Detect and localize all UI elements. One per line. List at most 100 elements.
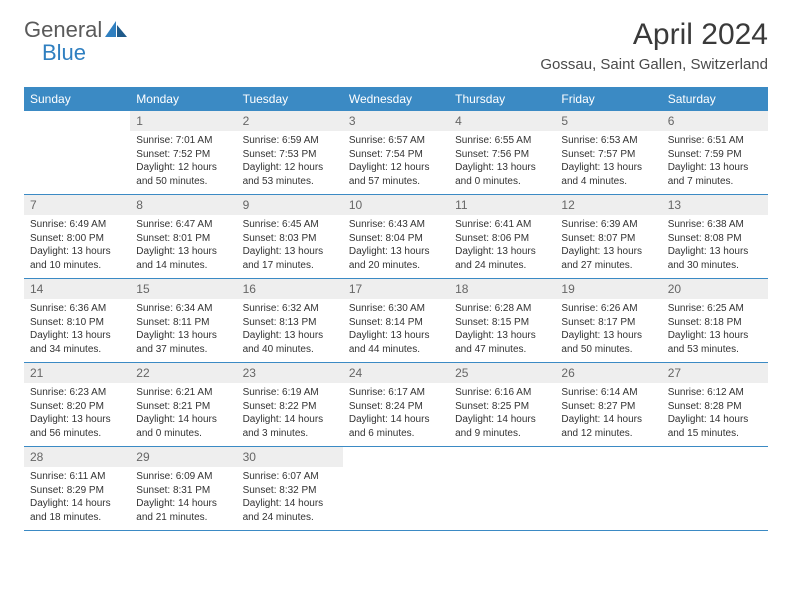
day-cell: Sunrise: 6:59 AMSunset: 7:53 PMDaylight:… xyxy=(237,131,343,195)
sunset-text: Sunset: 8:15 PM xyxy=(455,316,549,330)
daylight-line2: and 57 minutes. xyxy=(349,175,443,189)
day-number-row: 282930 xyxy=(24,447,768,468)
sunset-text: Sunset: 8:31 PM xyxy=(136,484,230,498)
sunrise-text: Sunrise: 6:53 AM xyxy=(561,134,655,148)
daylight-line1: Daylight: 13 hours xyxy=(30,329,124,343)
day-number: 25 xyxy=(449,363,555,384)
sunset-text: Sunset: 7:57 PM xyxy=(561,148,655,162)
sunset-text: Sunset: 7:56 PM xyxy=(455,148,549,162)
day-cell xyxy=(662,467,768,531)
weekday-header: Saturday xyxy=(662,87,768,111)
daylight-line1: Daylight: 13 hours xyxy=(455,161,549,175)
day-cell: Sunrise: 6:32 AMSunset: 8:13 PMDaylight:… xyxy=(237,299,343,363)
day-number: 27 xyxy=(662,363,768,384)
sunrise-text: Sunrise: 6:47 AM xyxy=(136,218,230,232)
day-cell: Sunrise: 6:34 AMSunset: 8:11 PMDaylight:… xyxy=(130,299,236,363)
sunrise-text: Sunrise: 6:32 AM xyxy=(243,302,337,316)
day-cell: Sunrise: 7:01 AMSunset: 7:52 PMDaylight:… xyxy=(130,131,236,195)
sunrise-text: Sunrise: 6:28 AM xyxy=(455,302,549,316)
daylight-line1: Daylight: 14 hours xyxy=(668,413,762,427)
day-cell: Sunrise: 6:28 AMSunset: 8:15 PMDaylight:… xyxy=(449,299,555,363)
daylight-line2: and 47 minutes. xyxy=(455,343,549,357)
sail-icon xyxy=(105,18,127,41)
daylight-line1: Daylight: 12 hours xyxy=(243,161,337,175)
day-cell xyxy=(24,131,130,195)
sunrise-text: Sunrise: 6:30 AM xyxy=(349,302,443,316)
sunset-text: Sunset: 7:52 PM xyxy=(136,148,230,162)
daylight-line1: Daylight: 13 hours xyxy=(561,329,655,343)
sunset-text: Sunset: 8:18 PM xyxy=(668,316,762,330)
day-number: 2 xyxy=(237,111,343,131)
daylight-line1: Daylight: 12 hours xyxy=(136,161,230,175)
sunrise-text: Sunrise: 6:43 AM xyxy=(349,218,443,232)
day-number: 30 xyxy=(237,447,343,468)
sunrise-text: Sunrise: 6:21 AM xyxy=(136,386,230,400)
day-number: 19 xyxy=(555,279,661,300)
day-number: 12 xyxy=(555,195,661,216)
daylight-line2: and 18 minutes. xyxy=(30,511,124,525)
sunset-text: Sunset: 8:00 PM xyxy=(30,232,124,246)
weekday-header: Thursday xyxy=(449,87,555,111)
day-cell: Sunrise: 6:17 AMSunset: 8:24 PMDaylight:… xyxy=(343,383,449,447)
day-number: 26 xyxy=(555,363,661,384)
day-content-row: Sunrise: 7:01 AMSunset: 7:52 PMDaylight:… xyxy=(24,131,768,195)
day-number: 9 xyxy=(237,195,343,216)
day-number: 18 xyxy=(449,279,555,300)
daylight-line2: and 53 minutes. xyxy=(243,175,337,189)
sunrise-text: Sunrise: 6:57 AM xyxy=(349,134,443,148)
sunset-text: Sunset: 8:28 PM xyxy=(668,400,762,414)
daylight-line1: Daylight: 13 hours xyxy=(243,245,337,259)
sunset-text: Sunset: 8:14 PM xyxy=(349,316,443,330)
daylight-line1: Daylight: 13 hours xyxy=(243,329,337,343)
day-cell xyxy=(449,467,555,531)
logo-line1-wrap: General xyxy=(24,18,127,41)
daylight-line1: Daylight: 13 hours xyxy=(455,245,549,259)
weekday-header: Wednesday xyxy=(343,87,449,111)
daylight-line2: and 24 minutes. xyxy=(243,511,337,525)
day-number: 11 xyxy=(449,195,555,216)
day-number: 15 xyxy=(130,279,236,300)
day-cell: Sunrise: 6:57 AMSunset: 7:54 PMDaylight:… xyxy=(343,131,449,195)
sunrise-text: Sunrise: 6:09 AM xyxy=(136,470,230,484)
day-cell: Sunrise: 6:53 AMSunset: 7:57 PMDaylight:… xyxy=(555,131,661,195)
sunrise-text: Sunrise: 6:19 AM xyxy=(243,386,337,400)
daylight-line1: Daylight: 14 hours xyxy=(30,497,124,511)
daylight-line1: Daylight: 13 hours xyxy=(136,245,230,259)
day-cell: Sunrise: 6:51 AMSunset: 7:59 PMDaylight:… xyxy=(662,131,768,195)
day-number: 1 xyxy=(130,111,236,131)
weekday-header: Sunday xyxy=(24,87,130,111)
day-number: 7 xyxy=(24,195,130,216)
day-cell: Sunrise: 6:55 AMSunset: 7:56 PMDaylight:… xyxy=(449,131,555,195)
sunset-text: Sunset: 8:01 PM xyxy=(136,232,230,246)
day-cell: Sunrise: 6:30 AMSunset: 8:14 PMDaylight:… xyxy=(343,299,449,363)
sunrise-text: Sunrise: 6:55 AM xyxy=(455,134,549,148)
sunset-text: Sunset: 8:29 PM xyxy=(30,484,124,498)
daylight-line1: Daylight: 14 hours xyxy=(455,413,549,427)
sunrise-text: Sunrise: 6:45 AM xyxy=(243,218,337,232)
day-number: 21 xyxy=(24,363,130,384)
sunrise-text: Sunrise: 6:51 AM xyxy=(668,134,762,148)
daylight-line2: and 14 minutes. xyxy=(136,259,230,273)
daylight-line2: and 21 minutes. xyxy=(136,511,230,525)
day-cell: Sunrise: 6:12 AMSunset: 8:28 PMDaylight:… xyxy=(662,383,768,447)
sunset-text: Sunset: 8:13 PM xyxy=(243,316,337,330)
day-number xyxy=(449,447,555,468)
day-number: 14 xyxy=(24,279,130,300)
day-cell: Sunrise: 6:11 AMSunset: 8:29 PMDaylight:… xyxy=(24,467,130,531)
sunset-text: Sunset: 8:32 PM xyxy=(243,484,337,498)
day-cell: Sunrise: 6:25 AMSunset: 8:18 PMDaylight:… xyxy=(662,299,768,363)
sunrise-text: Sunrise: 6:16 AM xyxy=(455,386,549,400)
day-number xyxy=(343,447,449,468)
sunrise-text: Sunrise: 6:39 AM xyxy=(561,218,655,232)
sunset-text: Sunset: 8:25 PM xyxy=(455,400,549,414)
daylight-line2: and 40 minutes. xyxy=(243,343,337,357)
day-cell: Sunrise: 6:19 AMSunset: 8:22 PMDaylight:… xyxy=(237,383,343,447)
day-number: 20 xyxy=(662,279,768,300)
daylight-line2: and 4 minutes. xyxy=(561,175,655,189)
day-cell: Sunrise: 6:45 AMSunset: 8:03 PMDaylight:… xyxy=(237,215,343,279)
sunset-text: Sunset: 8:07 PM xyxy=(561,232,655,246)
day-number-row: 78910111213 xyxy=(24,195,768,216)
weekday-header-row: Sunday Monday Tuesday Wednesday Thursday… xyxy=(24,87,768,111)
daylight-line1: Daylight: 13 hours xyxy=(30,245,124,259)
daylight-line1: Daylight: 13 hours xyxy=(561,161,655,175)
